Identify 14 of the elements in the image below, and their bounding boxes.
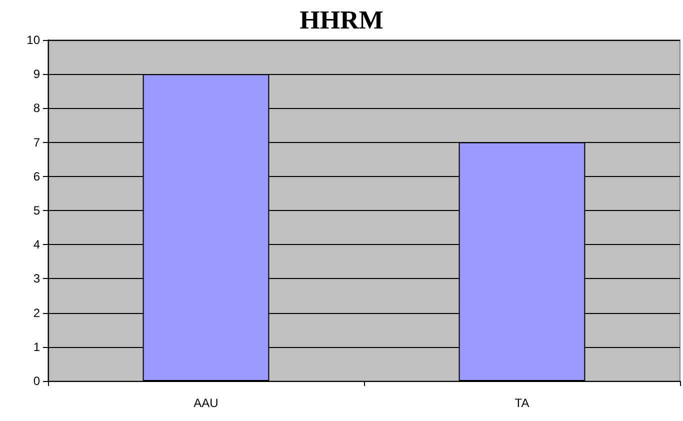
y-tick-label: 0 [33,374,40,388]
x-tick-label: TA [514,396,530,410]
x-tick-label: AAU [194,396,218,410]
y-tick-label: 2 [33,306,40,320]
y-tick-label: 6 [33,169,40,184]
y-tick-label: 9 [33,67,40,82]
y-tick-label: 1 [33,340,40,354]
chart-title: HHRM [300,6,384,34]
y-tick-label: 3 [33,272,40,286]
y-tick-label: 5 [33,204,40,218]
y-tick-label: 10 [26,33,40,47]
y-tick-label: 4 [33,238,40,252]
y-tick-label: 7 [33,135,40,150]
y-tick-label: 8 [33,101,40,116]
